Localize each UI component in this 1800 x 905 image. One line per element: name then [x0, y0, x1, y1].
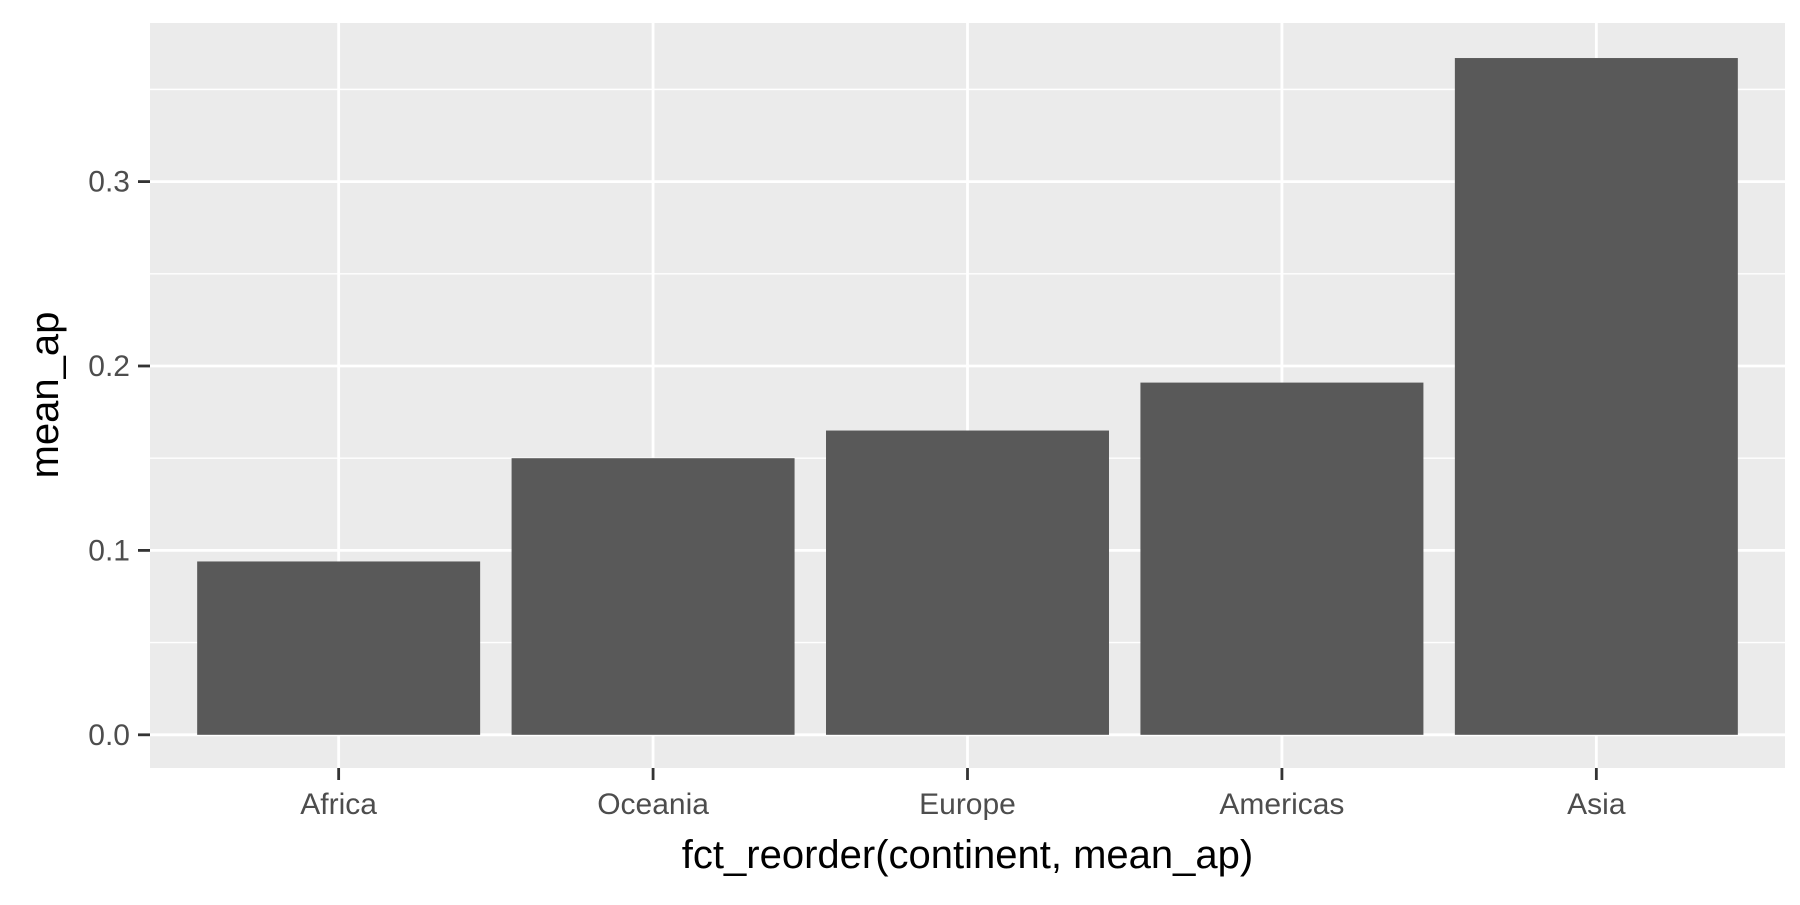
y-tick-label: 0.1 [88, 534, 130, 567]
x-tick-label: Americas [1219, 788, 1344, 821]
x-axis: Africa Oceania Europe Americas Asia [300, 768, 1626, 821]
bar-africa [197, 561, 481, 735]
bar-oceania [511, 458, 795, 735]
y-axis-title: mean_ap [23, 312, 67, 479]
x-tick-label: Asia [1567, 788, 1626, 821]
y-axis: 0.0 0.1 0.2 0.3 [88, 166, 150, 752]
x-tick-label: Europe [919, 788, 1016, 821]
y-tick-label: 0.0 [88, 719, 130, 752]
x-axis-title: fct_reorder(continent, mean_ap) [682, 833, 1253, 877]
bar-americas [1140, 382, 1424, 735]
y-tick-label: 0.3 [88, 166, 130, 199]
bar-asia [1454, 58, 1738, 735]
x-tick-label: Oceania [597, 788, 709, 821]
x-tick-label: Africa [300, 788, 377, 821]
bar-series [197, 58, 1738, 735]
bar-europe [826, 430, 1109, 735]
y-tick-label: 0.2 [88, 350, 130, 383]
